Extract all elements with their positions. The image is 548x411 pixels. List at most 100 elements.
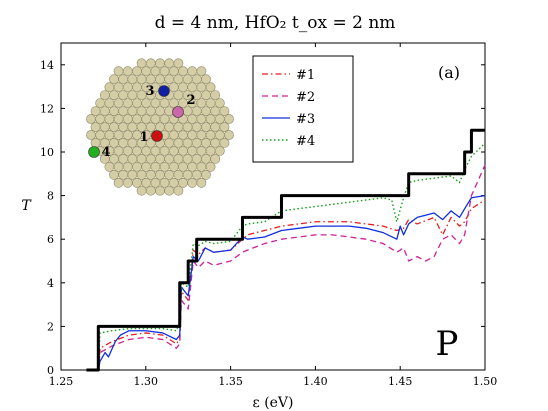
inset-atom xyxy=(196,114,207,124)
x-tick-label-5: 1.50 xyxy=(473,375,498,388)
y-tick-label-5: 10 xyxy=(40,146,54,159)
inset-atom xyxy=(173,58,184,69)
inset-atom xyxy=(136,169,147,180)
inset-atom xyxy=(164,74,175,85)
inset-atom xyxy=(191,74,202,85)
inset-atom xyxy=(196,98,207,108)
inset-atom xyxy=(224,130,234,140)
inset-atom xyxy=(196,145,207,156)
inset-atom xyxy=(86,114,96,124)
inset-atom xyxy=(109,74,119,85)
inset-site-3 xyxy=(158,85,170,97)
inset-atom xyxy=(196,161,207,172)
inset-atom xyxy=(182,169,193,180)
inset-atom xyxy=(210,122,221,132)
inset-atom xyxy=(187,66,198,77)
inset-atom xyxy=(191,169,202,180)
inset-atom xyxy=(90,137,101,148)
inset-atom xyxy=(132,66,142,77)
inset-atom xyxy=(205,98,216,108)
inset-atom xyxy=(122,98,133,108)
inset-atom xyxy=(187,145,198,156)
inset-atom xyxy=(164,169,175,180)
inset-atom xyxy=(219,122,230,132)
inset-atom xyxy=(118,74,129,85)
inset-atom xyxy=(150,114,161,124)
inset-atom xyxy=(205,82,216,93)
inset-atom xyxy=(113,114,124,124)
inset-atom xyxy=(122,145,133,156)
inset-atom xyxy=(127,90,138,100)
inset-atom xyxy=(90,122,101,132)
inset-site-label-2: 2 xyxy=(186,93,195,108)
inset-atom xyxy=(210,137,221,148)
inset-atom xyxy=(155,74,165,85)
inset-atom xyxy=(150,98,161,108)
inset-atom xyxy=(168,145,179,156)
inset-atom xyxy=(201,137,211,148)
inset-atom xyxy=(122,114,133,124)
inset-atom xyxy=(178,66,188,77)
inset-site-label-4: 4 xyxy=(101,145,110,160)
inset-atom xyxy=(187,161,198,172)
legend-label-2: #2 xyxy=(296,90,315,105)
inset-atom xyxy=(141,98,152,108)
inset-atom xyxy=(159,66,170,77)
inset-atom xyxy=(159,98,170,108)
inset-atom xyxy=(196,66,207,77)
corner-label: P xyxy=(436,324,459,364)
inset-atom xyxy=(109,137,119,148)
inset-atom xyxy=(201,90,211,100)
series-line-n3 xyxy=(86,194,486,371)
inset-atom xyxy=(113,66,124,77)
inset-atom xyxy=(141,145,152,156)
inset-atom xyxy=(109,169,119,180)
inset-atom xyxy=(173,74,184,85)
inset-atom xyxy=(168,161,179,172)
legend: #1 #2 #3 #4 xyxy=(252,55,354,163)
series-line-n4 xyxy=(86,142,486,371)
inset-atom xyxy=(214,145,225,156)
inset-atom xyxy=(191,137,202,148)
inset-site-label-3: 3 xyxy=(145,84,154,99)
inset-atom xyxy=(210,153,221,164)
inset-atom xyxy=(109,90,119,100)
inset-atom xyxy=(214,114,225,124)
inset-atom xyxy=(173,169,184,180)
inset-atom xyxy=(141,66,152,77)
inset-atom xyxy=(191,122,202,132)
inset-atom xyxy=(99,122,110,132)
legend-label-1: #1 xyxy=(296,68,315,83)
x-tick-label-4: 1.45 xyxy=(388,375,413,388)
inset-atom xyxy=(99,90,110,100)
inset-atom xyxy=(109,122,119,132)
inset-site-label-1: 1 xyxy=(139,130,148,145)
inset-atom xyxy=(118,137,129,148)
inset-atom xyxy=(113,177,124,188)
series-line-n2 xyxy=(86,164,486,371)
chart-title: d = 4 nm, HfO₂ t_ox = 2 nm xyxy=(155,13,396,33)
inset-atom xyxy=(145,169,156,180)
inset-atom xyxy=(145,185,156,196)
inset-atom xyxy=(141,114,152,124)
inset-atom xyxy=(155,169,165,180)
inset-atom xyxy=(118,90,129,100)
inset-atom xyxy=(104,114,115,124)
y-tick-label-2: 4 xyxy=(47,277,54,290)
inset-atom xyxy=(182,74,193,85)
inset-atom xyxy=(95,114,106,124)
series-line-n1 xyxy=(86,199,486,371)
inset-atom xyxy=(205,145,216,156)
inset-atom xyxy=(219,106,230,116)
inset-atom xyxy=(173,122,184,132)
inset-atom xyxy=(118,122,129,132)
inset-atom xyxy=(178,145,188,156)
inset-atom xyxy=(164,185,175,196)
inset-atom xyxy=(145,74,156,85)
plot-frame xyxy=(60,42,486,371)
inset-atom xyxy=(210,90,221,100)
inset-atom xyxy=(219,137,230,148)
x-axis-label: ε (eV) xyxy=(252,395,293,411)
